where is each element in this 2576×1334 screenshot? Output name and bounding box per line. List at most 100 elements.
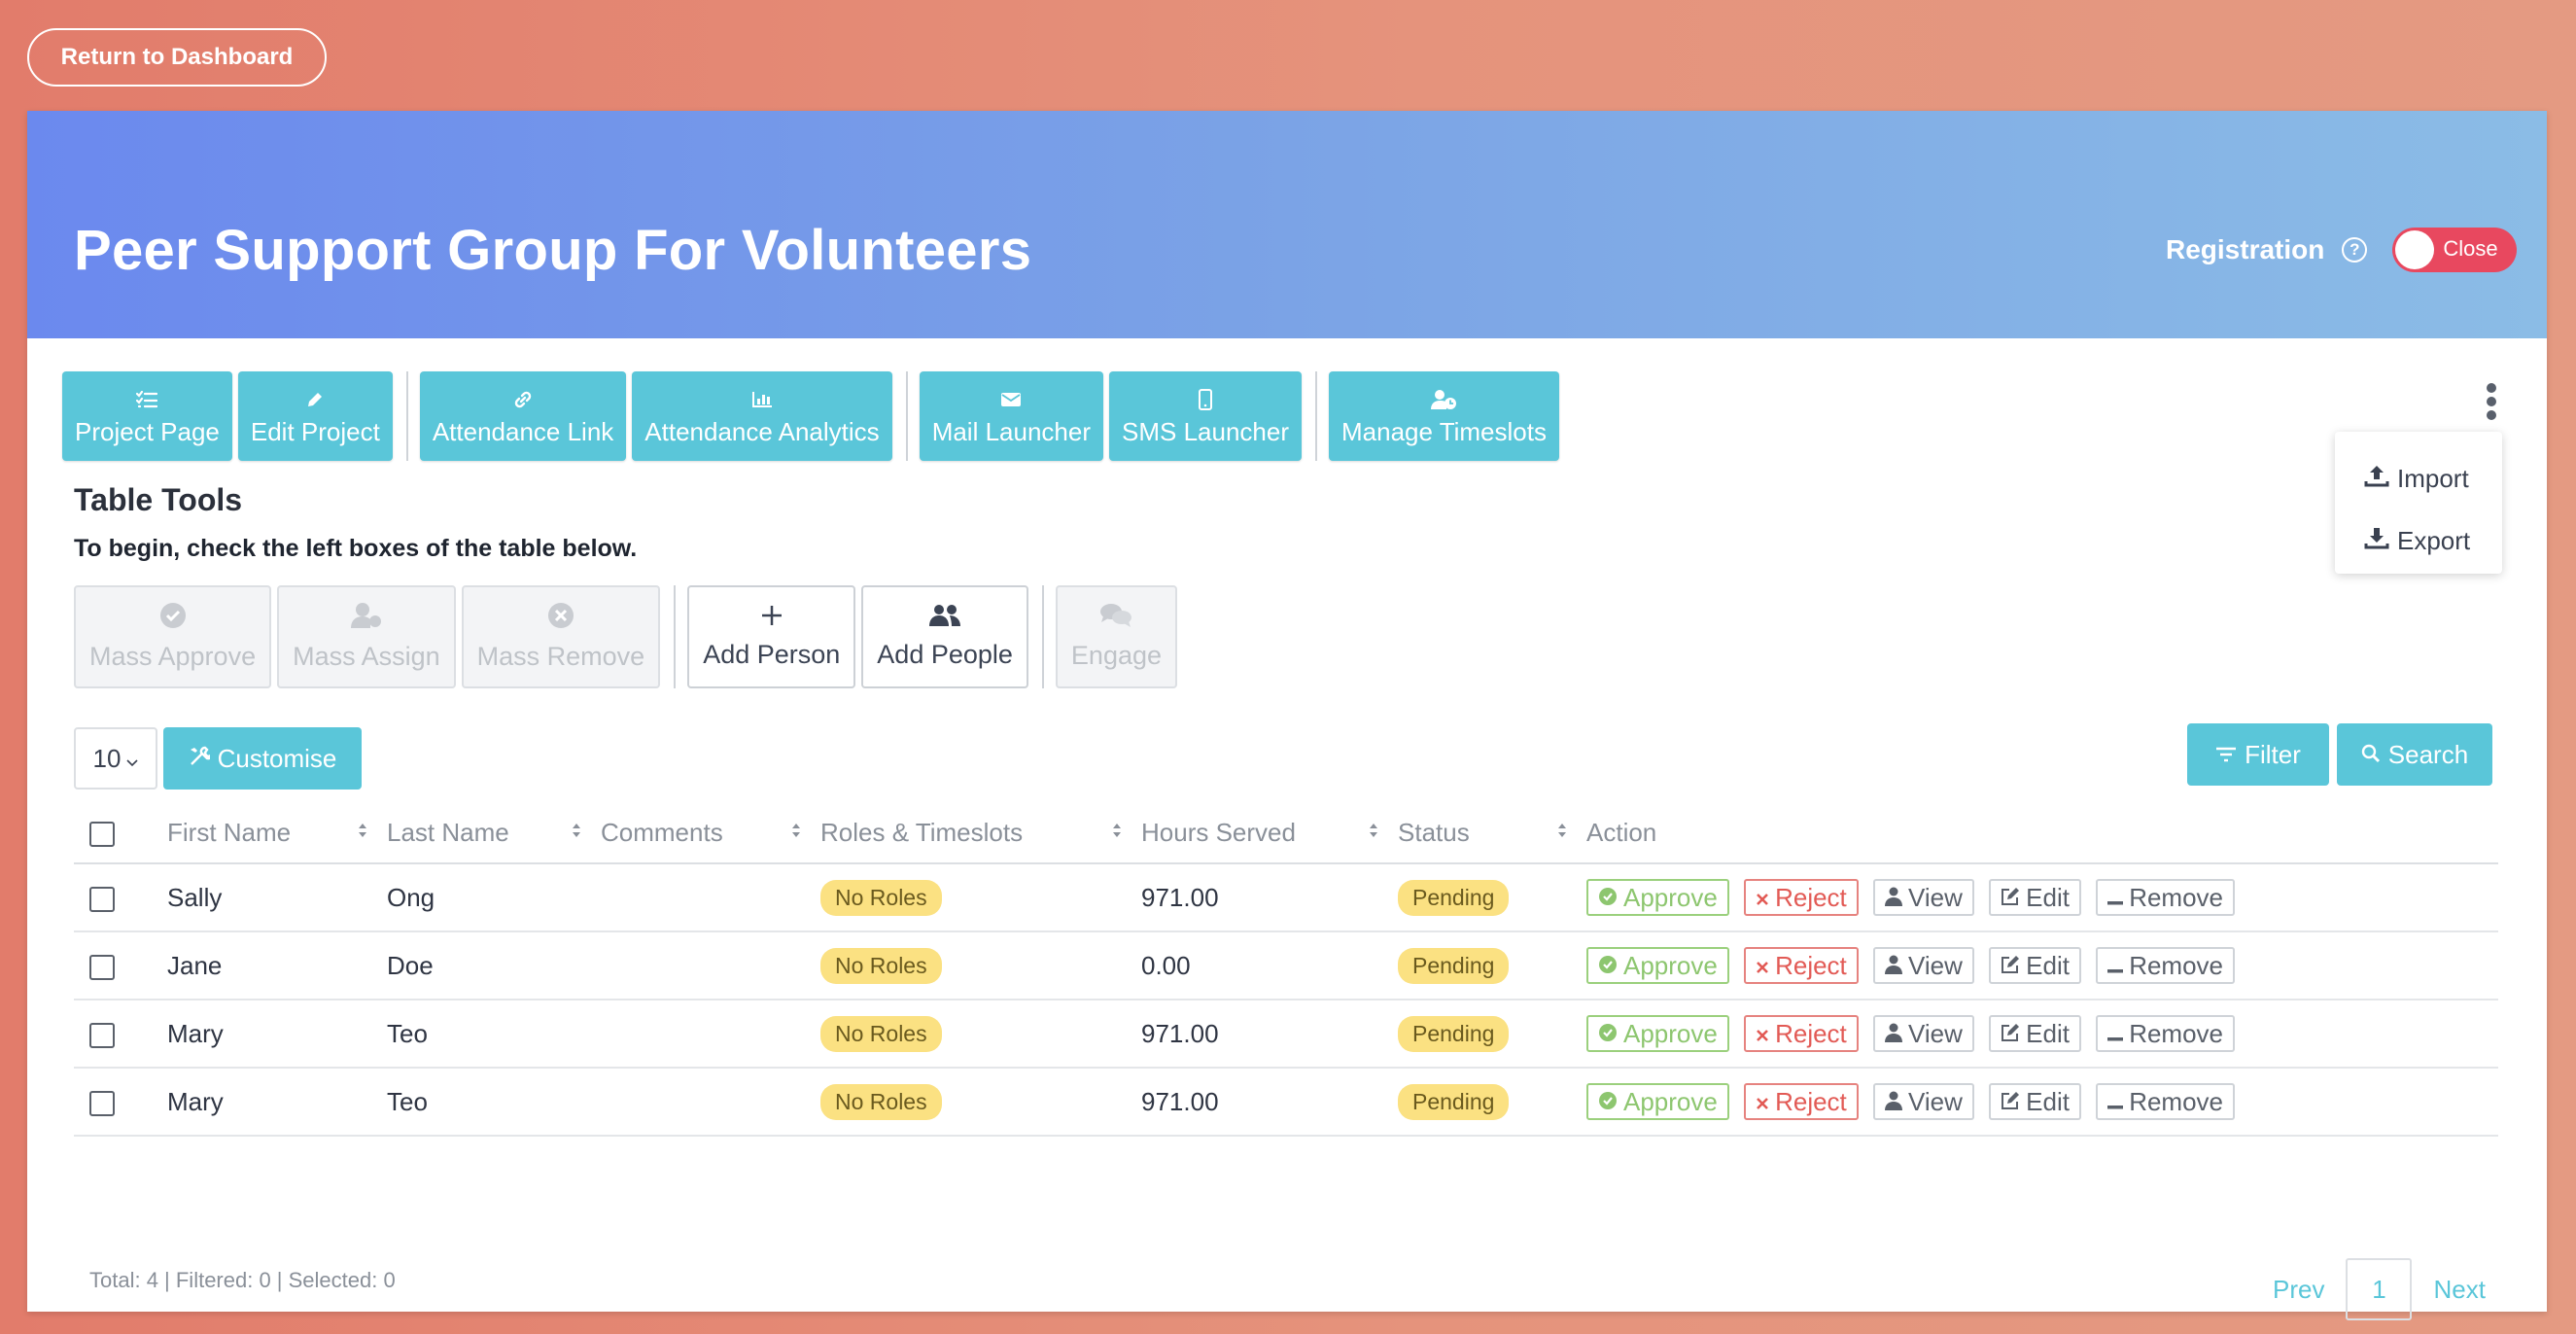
sms-launcher-button[interactable]: SMS Launcher bbox=[1109, 371, 1302, 461]
more-options-menu: Import Export bbox=[2335, 432, 2502, 574]
edit-button[interactable]: Edit bbox=[1989, 1015, 2081, 1052]
remove-label: Remove bbox=[2129, 1018, 2224, 1048]
reject-button[interactable]: Reject bbox=[1744, 879, 1859, 916]
sort-icon bbox=[1557, 823, 1567, 838]
approve-button[interactable]: Approve bbox=[1586, 1015, 1729, 1052]
help-icon[interactable]: ? bbox=[2342, 237, 2368, 263]
view-label: View bbox=[1908, 1086, 1963, 1116]
add-person-label: Add Person bbox=[703, 640, 841, 669]
action-cell: Approve Reject View Edit Remove bbox=[1586, 1000, 2498, 1069]
manage-timeslots-label: Manage Timeslots bbox=[1340, 416, 1547, 446]
row-checkbox[interactable] bbox=[89, 886, 115, 912]
tools-divider bbox=[1041, 585, 1044, 688]
approve-label: Approve bbox=[1623, 1086, 1718, 1116]
sort-icon bbox=[1369, 823, 1378, 838]
page-number-button[interactable]: 1 bbox=[2346, 1258, 2413, 1320]
user-icon bbox=[1885, 883, 1903, 913]
customise-label: Customise bbox=[217, 743, 337, 773]
row-checkbox[interactable] bbox=[89, 954, 115, 980]
col-first-name-label: First Name bbox=[167, 818, 292, 847]
remove-button[interactable]: Remove bbox=[2096, 879, 2236, 916]
select-all-checkbox[interactable] bbox=[89, 822, 115, 848]
col-first-name[interactable]: First Name bbox=[167, 803, 387, 864]
col-roles-timeslots[interactable]: Roles & Timeslots bbox=[820, 803, 1141, 864]
project-page-button[interactable]: Project Page bbox=[62, 371, 232, 461]
remove-button[interactable]: Remove bbox=[2096, 1083, 2236, 1120]
manage-timeslots-button[interactable]: Manage Timeslots bbox=[1328, 371, 1559, 461]
reject-label: Reject bbox=[1775, 1018, 1847, 1048]
page-length-select[interactable]: 10 bbox=[74, 727, 157, 790]
check-circle-icon bbox=[159, 602, 187, 634]
import-menu-item[interactable]: Import bbox=[2335, 447, 2502, 509]
remove-button[interactable]: Remove bbox=[2096, 1015, 2236, 1052]
approve-button[interactable]: Approve bbox=[1586, 1083, 1729, 1120]
check-circle-icon bbox=[1598, 1087, 1618, 1117]
edit-label: Edit bbox=[2026, 882, 2070, 912]
reject-button[interactable]: Reject bbox=[1744, 1015, 1859, 1052]
approve-button[interactable]: Approve bbox=[1586, 879, 1729, 916]
reject-label: Reject bbox=[1775, 1086, 1847, 1116]
remove-button[interactable]: Remove bbox=[2096, 947, 2236, 984]
next-page-link[interactable]: Next bbox=[2433, 1274, 2486, 1304]
prev-page-link[interactable]: Prev bbox=[2273, 1274, 2325, 1304]
x-circle-icon bbox=[547, 602, 574, 634]
import-label: Import bbox=[2397, 463, 2469, 493]
project-nav: Project Page Edit Project Attendance Lin… bbox=[62, 371, 1565, 461]
row-checkbox[interactable] bbox=[89, 1022, 115, 1048]
edit-button[interactable]: Edit bbox=[1989, 1083, 2081, 1120]
project-header: Peer Support Group For Volunteers Regist… bbox=[27, 111, 2547, 338]
mass-assign-label: Mass Assign bbox=[293, 642, 440, 671]
export-menu-item[interactable]: Export bbox=[2335, 509, 2502, 572]
reject-button[interactable]: Reject bbox=[1744, 1083, 1859, 1120]
mass-approve-button[interactable]: Mass Approve bbox=[74, 585, 272, 688]
nav-divider bbox=[1314, 371, 1317, 461]
view-button[interactable]: View bbox=[1873, 879, 1974, 916]
roles-badge: No Roles bbox=[820, 879, 942, 916]
view-label: View bbox=[1908, 882, 1963, 912]
minus-icon bbox=[2107, 1019, 2124, 1049]
plus-icon bbox=[760, 604, 783, 632]
volunteers-table: First Name Last Name Comments Roles & Ti… bbox=[74, 803, 2498, 1137]
mass-assign-button[interactable]: Mass Assign bbox=[277, 585, 456, 688]
add-people-button[interactable]: Add People bbox=[861, 585, 1028, 688]
status-cell: Pending bbox=[1398, 931, 1586, 1000]
registration-control: Registration ? Close bbox=[2166, 228, 2518, 272]
col-hours-label: Hours Served bbox=[1141, 818, 1296, 847]
edit-button[interactable]: Edit bbox=[1989, 879, 2081, 916]
view-button[interactable]: View bbox=[1873, 947, 1974, 984]
engage-button[interactable]: Engage bbox=[1055, 585, 1178, 688]
remove-label: Remove bbox=[2129, 950, 2224, 980]
registration-toggle[interactable]: Close bbox=[2392, 228, 2518, 272]
return-to-dashboard-button[interactable]: Return to Dashboard bbox=[27, 28, 327, 87]
col-hours-served[interactable]: Hours Served bbox=[1141, 803, 1398, 864]
edit-project-button[interactable]: Edit Project bbox=[237, 371, 393, 461]
first-name-cell: Mary bbox=[167, 1000, 387, 1069]
search-label: Search bbox=[2387, 739, 2469, 769]
mail-launcher-button[interactable]: Mail Launcher bbox=[919, 371, 1103, 461]
check-circle-icon bbox=[1598, 951, 1618, 981]
attendance-link-button[interactable]: Attendance Link bbox=[419, 371, 627, 461]
approve-button[interactable]: Approve bbox=[1586, 947, 1729, 984]
view-button[interactable]: View bbox=[1873, 1015, 1974, 1052]
col-last-name[interactable]: Last Name bbox=[387, 803, 601, 864]
add-person-button[interactable]: Add Person bbox=[687, 585, 856, 688]
view-button[interactable]: View bbox=[1873, 1083, 1974, 1120]
envelope-icon bbox=[1000, 386, 1022, 413]
edit-button[interactable]: Edit bbox=[1989, 947, 2081, 984]
col-status[interactable]: Status bbox=[1398, 803, 1586, 864]
search-icon bbox=[2361, 740, 2381, 770]
customise-button[interactable]: Customise bbox=[163, 727, 362, 790]
search-button[interactable]: Search bbox=[2337, 723, 2492, 786]
list-check-icon bbox=[136, 386, 158, 413]
col-comments[interactable]: Comments bbox=[601, 803, 820, 864]
user-assign-icon bbox=[350, 602, 383, 634]
mass-remove-button[interactable]: Mass Remove bbox=[461, 585, 661, 688]
attendance-analytics-button[interactable]: Attendance Analytics bbox=[632, 371, 892, 461]
table-row: Mary Teo No Roles 971.00 Pending Approve… bbox=[74, 1000, 2498, 1069]
row-checkbox[interactable] bbox=[89, 1090, 115, 1116]
user-clock-icon bbox=[1430, 386, 1457, 413]
filter-button[interactable]: Filter bbox=[2187, 723, 2329, 786]
more-options-icon[interactable] bbox=[2485, 383, 2498, 420]
edit-icon bbox=[2001, 951, 2020, 981]
reject-button[interactable]: Reject bbox=[1744, 947, 1859, 984]
